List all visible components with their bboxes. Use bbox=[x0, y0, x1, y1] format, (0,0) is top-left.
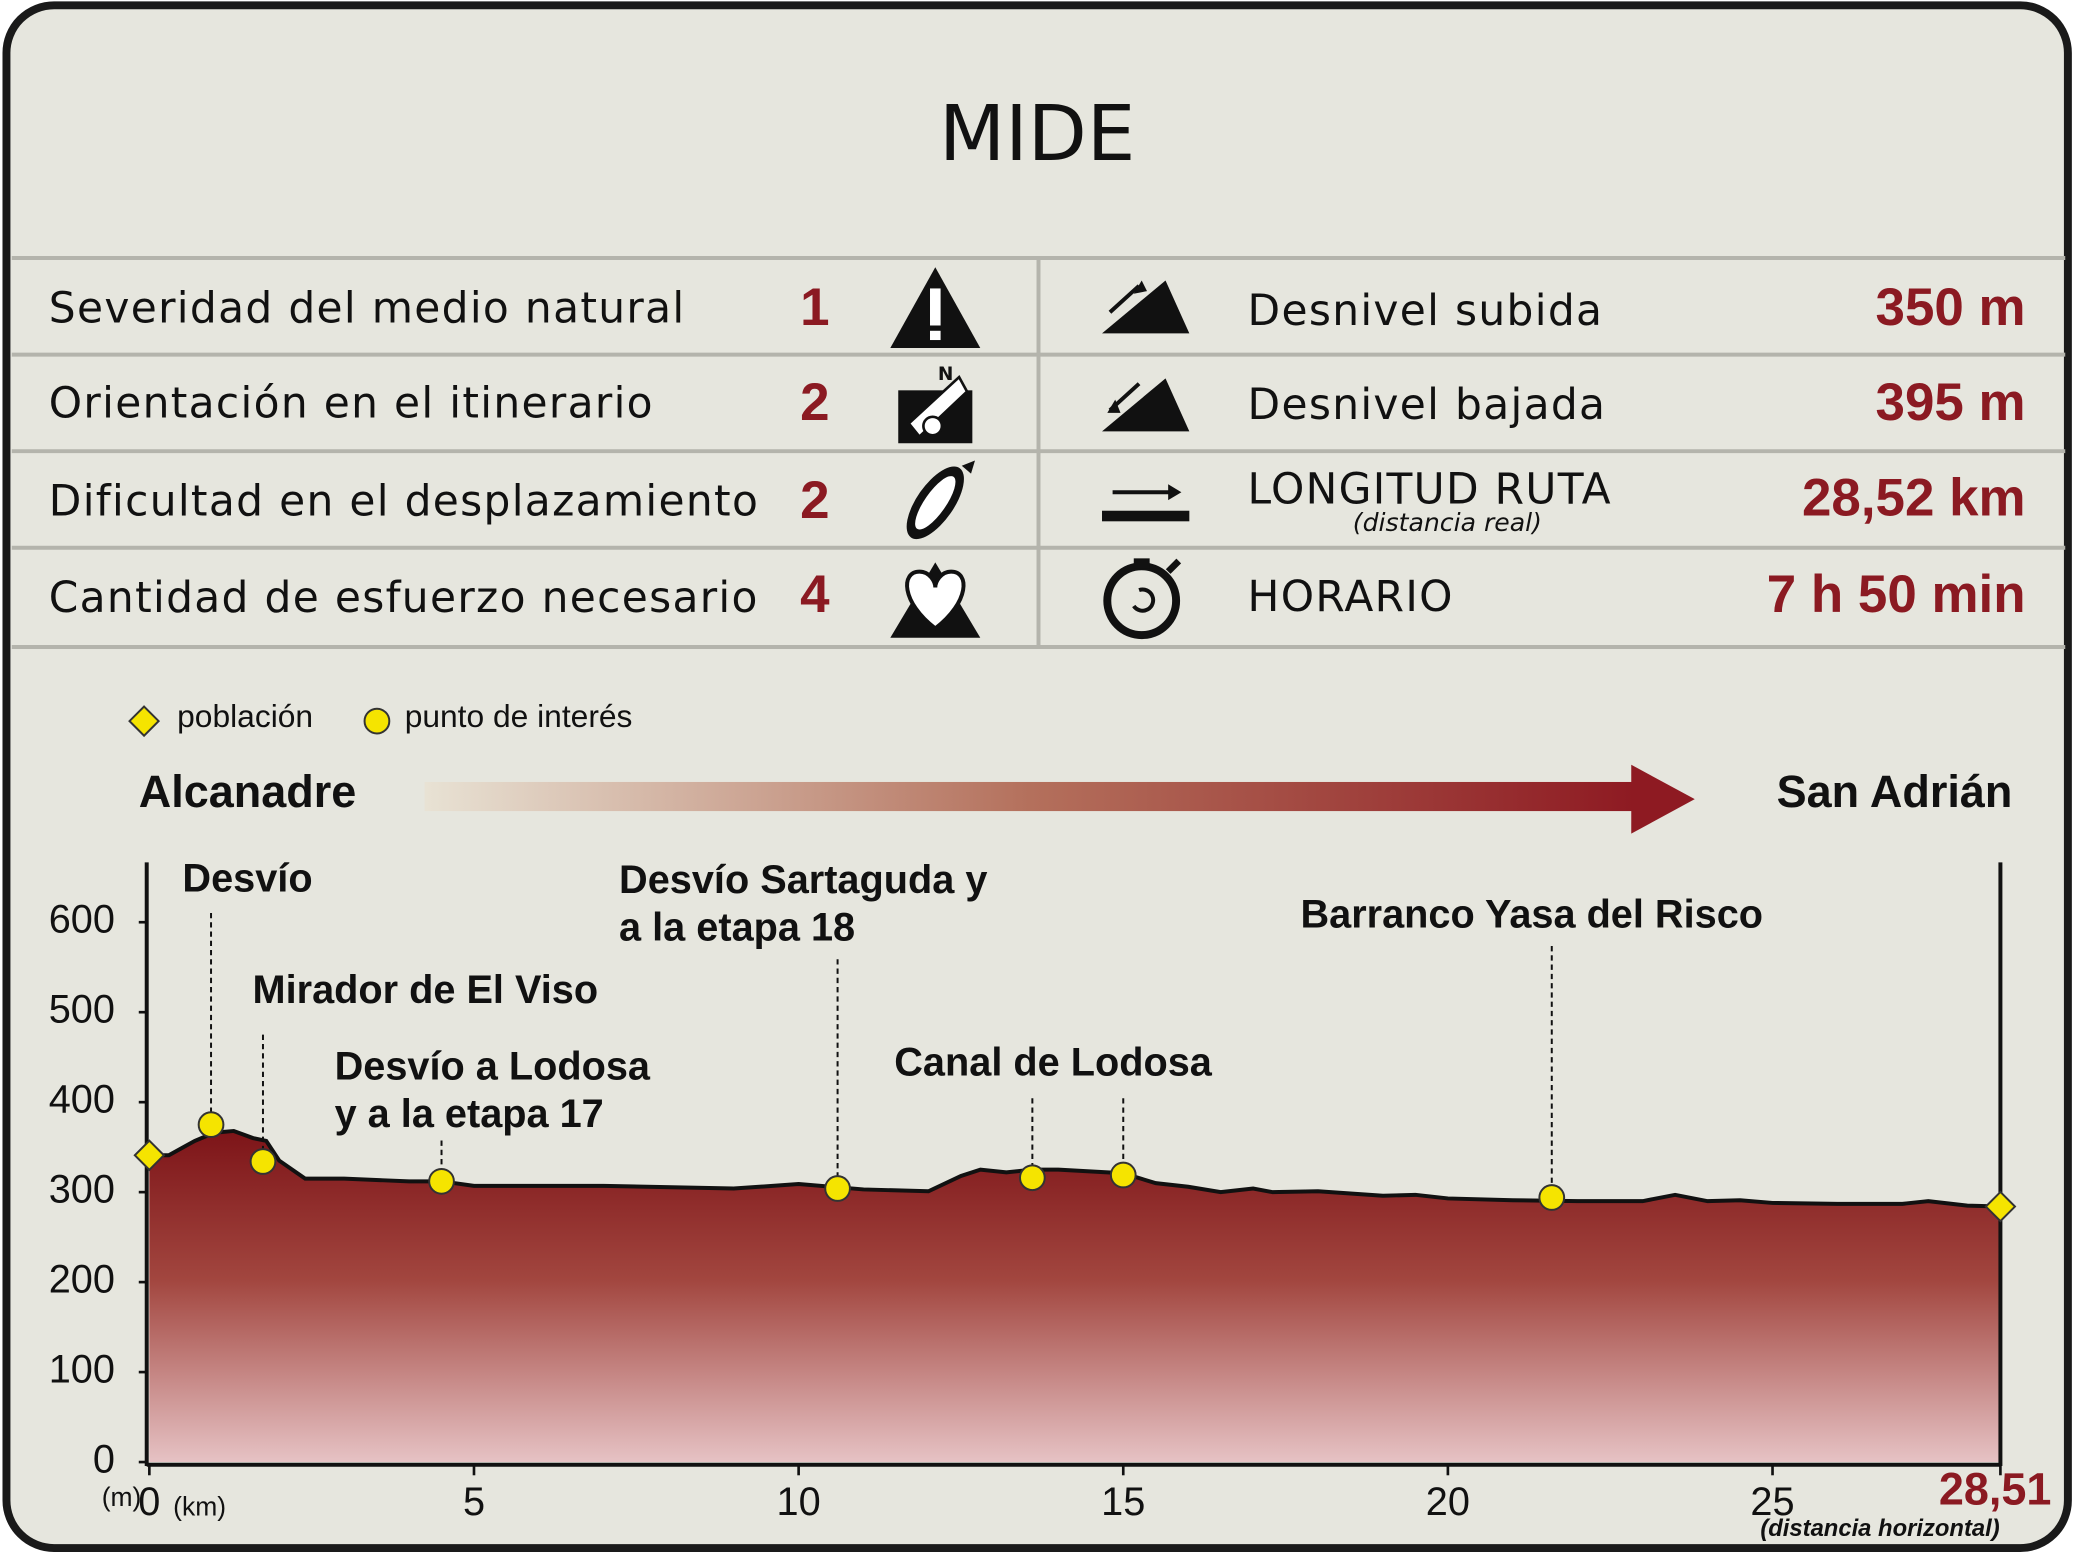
row-label: Cantidad de esfuerzo necesario bbox=[49, 573, 759, 622]
row-value: 2 bbox=[800, 373, 829, 432]
annotation-label: Desvío Sartaguda y bbox=[619, 858, 987, 902]
circle-marker bbox=[428, 1167, 455, 1195]
start-label: Alcanadre bbox=[139, 766, 356, 817]
x-note: (distancia horizontal) bbox=[1760, 1515, 1999, 1542]
profile-area bbox=[149, 1130, 2001, 1463]
elevation-profile: Alcanadre San Adrián (m) (km) (distancia… bbox=[102, 764, 2013, 1542]
circle-marker bbox=[1018, 1164, 1046, 1192]
stat-label: HORARIO bbox=[1248, 572, 1454, 621]
stat-sublabel: (distancia real) bbox=[1353, 508, 1542, 537]
x-tick-label: 15 bbox=[1101, 1480, 1145, 1524]
x-tick-label: 20 bbox=[1426, 1480, 1470, 1524]
legend-label: punto de interés bbox=[405, 698, 633, 734]
icon-time bbox=[1103, 558, 1182, 640]
circle-marker bbox=[1538, 1184, 1566, 1211]
row-label: Dificultad en el desplazamiento bbox=[49, 477, 759, 526]
stat-label: Desnivel subida bbox=[1248, 286, 1604, 335]
icon-orientation: N bbox=[898, 364, 973, 444]
annotation-label: y a la etapa 17 bbox=[335, 1092, 604, 1136]
y-tick-label: 600 bbox=[49, 898, 115, 942]
annotation-label: Canal de Lodosa bbox=[894, 1041, 1212, 1085]
row-label: Orientación en el itinerario bbox=[49, 379, 654, 428]
annotation-label: Barranco Yasa del Risco bbox=[1300, 892, 1763, 936]
circle-marker bbox=[197, 1111, 225, 1139]
stat-value: 350 m bbox=[1876, 278, 2026, 337]
row-value: 4 bbox=[800, 565, 830, 624]
icon-terrain bbox=[906, 460, 975, 540]
x-tick-label: 10 bbox=[777, 1480, 821, 1524]
y-tick-label: 100 bbox=[49, 1348, 115, 1392]
direction-arrow bbox=[424, 781, 1636, 812]
y-tick-label: 500 bbox=[49, 988, 115, 1032]
profile-line bbox=[149, 1128, 2001, 1209]
x-tick-label: 28,51 bbox=[1939, 1463, 2052, 1514]
y-tick-label: 300 bbox=[49, 1168, 115, 1212]
legend-marker bbox=[128, 705, 161, 738]
direction-arrow-head bbox=[1631, 764, 1695, 834]
annotation-label: Desvío bbox=[182, 857, 312, 901]
end-label: San Adrián bbox=[1777, 766, 2013, 817]
icon-descent bbox=[1102, 378, 1190, 432]
circle-marker bbox=[824, 1175, 851, 1202]
annotation-label: Mirador de El Viso bbox=[253, 968, 599, 1012]
row-value: 2 bbox=[800, 471, 829, 530]
y-unit: (m) bbox=[102, 1482, 142, 1512]
stat-value: 28,52 km bbox=[1802, 468, 2026, 527]
y-tick-label: 200 bbox=[49, 1258, 115, 1302]
stat-label: LONGITUD RUTA bbox=[1248, 465, 1612, 514]
annotation-label: Desvío a Lodosa bbox=[335, 1045, 651, 1089]
x-tick-label: 5 bbox=[463, 1480, 485, 1524]
stat-value: 395 m bbox=[1876, 373, 2026, 432]
icon-length bbox=[1102, 484, 1190, 522]
svg-text:N: N bbox=[938, 364, 954, 385]
icon-effort bbox=[890, 562, 981, 638]
circle-marker bbox=[249, 1148, 277, 1175]
icon-severity bbox=[890, 267, 981, 348]
circle-marker bbox=[1109, 1161, 1137, 1189]
stat-value: 7 h 50 min bbox=[1767, 565, 2026, 624]
legend-label: población bbox=[177, 698, 313, 734]
x-tick-label: 25 bbox=[1750, 1480, 1794, 1524]
legend-marker bbox=[363, 707, 391, 735]
row-label: Severidad del medio natural bbox=[49, 283, 686, 332]
annotation-label: a la etapa 18 bbox=[619, 906, 855, 950]
diamond-marker bbox=[1984, 1190, 2017, 1223]
title: MIDE bbox=[939, 90, 1135, 179]
row-value: 1 bbox=[800, 278, 829, 337]
y-tick-label: 400 bbox=[49, 1078, 115, 1122]
stat-label: Desnivel bajada bbox=[1248, 380, 1607, 429]
icon-ascent bbox=[1102, 280, 1190, 334]
x-tick-label: 0 bbox=[138, 1480, 160, 1524]
mide-table: Severidad del medio natural Orientación … bbox=[11, 256, 2066, 649]
diamond-marker bbox=[133, 1139, 166, 1172]
y-tick-label: 0 bbox=[93, 1438, 115, 1482]
x-unit: (km) bbox=[173, 1491, 226, 1521]
